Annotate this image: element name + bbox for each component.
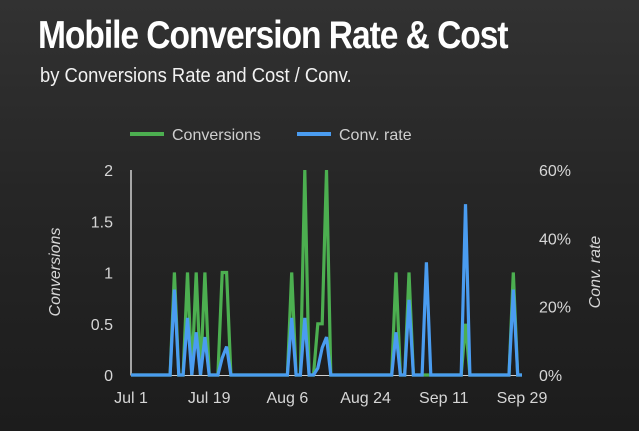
series-layer xyxy=(131,169,522,377)
right-tick-label: 60% xyxy=(539,163,571,180)
x-tick-labels: Jul 1 Jul 19 Aug 6 Aug 24 Sep 11 Sep 29 xyxy=(114,390,547,407)
left-tick-label: 0.5 xyxy=(91,317,113,334)
left-tick-label: 1.5 xyxy=(91,214,113,231)
legend: Conversions Conv. rate xyxy=(130,127,412,144)
left-tick-labels: 0 0.5 1 1.5 2 xyxy=(91,163,113,385)
right-tick-labels: 0% 20% 40% 60% xyxy=(539,163,571,385)
left-tick-label: 2 xyxy=(104,163,113,180)
left-tick-label: 1 xyxy=(104,266,113,283)
right-tick-label: 0% xyxy=(539,368,562,385)
legend-label-conv-rate: Conv. rate xyxy=(339,127,412,144)
right-tick-label: 40% xyxy=(539,231,571,248)
x-tick-label: Jul 1 xyxy=(114,390,148,407)
left-tick-label: 0 xyxy=(104,368,113,385)
chart-title: Mobile Conversion Rate & Cost xyxy=(38,14,509,57)
y-axis-title-left: Conversions xyxy=(47,228,64,317)
y-axis-title-right: Conv. rate xyxy=(587,236,604,309)
chart-subtitle: by Conversions Rate and Cost / Conv. xyxy=(40,65,352,87)
x-tick-label: Jul 19 xyxy=(188,390,231,407)
x-tick-label: Sep 29 xyxy=(497,390,548,407)
series-line-conv-rate xyxy=(131,204,522,377)
x-tick-label: Aug 6 xyxy=(266,390,308,407)
legend-label-conversions: Conversions xyxy=(172,127,261,144)
x-tick-label: Aug 24 xyxy=(340,390,391,407)
right-tick-label: 20% xyxy=(539,300,571,317)
x-tick-label: Sep 11 xyxy=(419,390,469,407)
